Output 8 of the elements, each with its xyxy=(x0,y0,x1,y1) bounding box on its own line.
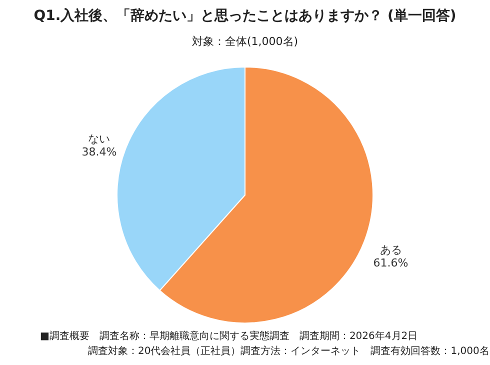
slice-label: ない xyxy=(88,132,110,146)
text: ■調査概要 調査名称：早期離職意向に関する実態調査 調査期間：2026年4月2日 xyxy=(40,330,418,342)
slice-label: ある xyxy=(380,244,402,257)
data-label: 61.6% xyxy=(373,256,408,270)
data-label: 38.4% xyxy=(82,145,117,158)
chart-title: Q1.入社後、「辞めたい」と思ったことはありますか？ (単一回答) xyxy=(34,7,456,24)
chart-subtitle: 対象：全体(1,000名) xyxy=(192,35,298,48)
text: 調査対象：20代会社員（正社員）調査方法：インターネット 調査有効回答数：1,000名 xyxy=(88,345,490,357)
